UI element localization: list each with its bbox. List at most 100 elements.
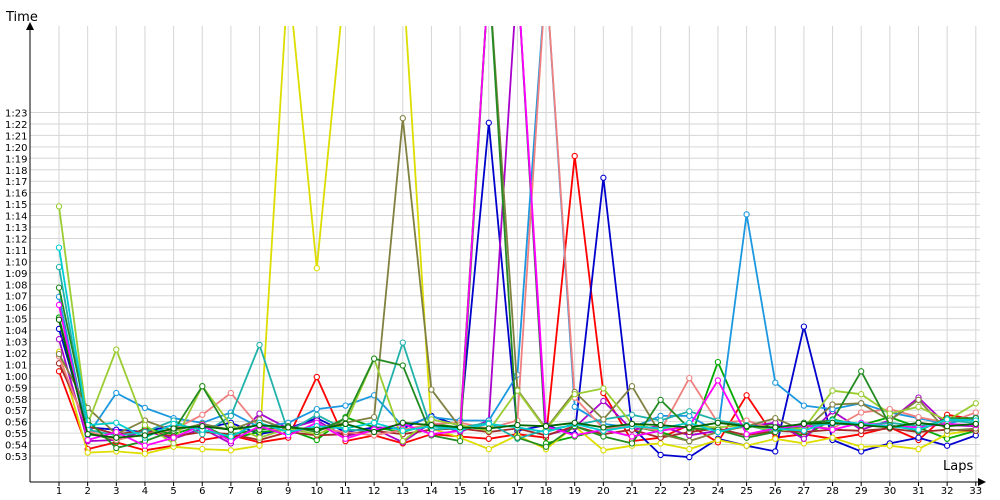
y-tick-label: 1:19 — [5, 154, 27, 165]
data-point — [943, 423, 951, 430]
data-point — [199, 436, 206, 444]
x-tick-label: 28 — [826, 486, 839, 497]
x-tick-label: 31 — [912, 486, 925, 497]
data-point — [915, 403, 922, 410]
y-tick-label: 1:00 — [5, 372, 27, 383]
data-point — [858, 409, 865, 416]
data-point — [628, 411, 636, 418]
x-tick-label: 13 — [396, 486, 409, 497]
data-point — [829, 434, 836, 441]
y-tick-label: 1:06 — [5, 303, 27, 314]
data-point — [456, 437, 464, 445]
data-point — [600, 397, 607, 405]
data-point — [399, 362, 406, 369]
data-point — [55, 203, 63, 210]
x-tick-label: 1 — [56, 486, 62, 497]
data-point — [628, 420, 636, 428]
x-tick-label: 22 — [654, 486, 667, 497]
data-point — [800, 323, 808, 330]
data-point — [686, 437, 693, 445]
data-point — [600, 447, 607, 454]
data-point — [313, 265, 320, 272]
data-point — [485, 435, 492, 442]
data-point — [256, 341, 263, 349]
data-point — [370, 428, 378, 436]
series-line — [58, 26, 976, 447]
y-tick-label: 1:03 — [5, 338, 27, 349]
data-point — [943, 416, 951, 423]
data-point — [571, 419, 578, 426]
data-point — [55, 336, 63, 343]
data-point — [886, 424, 893, 431]
data-point — [686, 408, 693, 415]
x-tick-label: 2 — [84, 486, 90, 497]
x-tick-label: 26 — [769, 486, 782, 497]
x-tick-labels: 1 2 3 4 5 6 7 8 9 10 11 12 13 14 15 16 17 18 19 20 21 22 23 24 2… — [56, 486, 982, 497]
y-tick-label: 1:20 — [5, 143, 27, 154]
y-tick-label: 1:05 — [5, 315, 27, 326]
x-tick-label: 3 — [113, 486, 119, 497]
x-tick-label: 29 — [855, 486, 868, 497]
data-point — [829, 419, 836, 426]
y-tick-label: 1:10 — [5, 257, 27, 268]
data-point — [714, 428, 722, 436]
data-point — [399, 437, 406, 445]
y-tick-label: 0:58 — [5, 395, 27, 406]
data-point — [141, 421, 149, 429]
y-tick-label: 1:18 — [5, 166, 27, 177]
y-tick-label: 1:13 — [5, 223, 27, 234]
data-point — [370, 413, 378, 421]
x-tick-label: 10 — [310, 486, 323, 497]
data-point — [943, 442, 951, 449]
data-point — [915, 434, 922, 441]
data-point — [915, 413, 922, 421]
data-point — [485, 425, 492, 432]
data-point — [915, 396, 922, 404]
data-point — [772, 415, 779, 422]
y-tick-label: 0:54 — [5, 441, 27, 452]
data-point — [514, 387, 521, 394]
data-point — [686, 453, 693, 461]
data-point — [199, 383, 206, 390]
data-point — [256, 421, 263, 429]
data-point — [399, 339, 406, 346]
data-point — [600, 416, 607, 423]
x-tick-label: 33 — [969, 486, 982, 497]
data-point — [227, 389, 235, 397]
series-15 — [55, 316, 979, 441]
data-point — [55, 350, 63, 358]
axes — [26, 22, 986, 486]
data-point — [170, 425, 177, 432]
y-tick-label: 0:56 — [5, 418, 27, 429]
x-tick-label: 23 — [683, 486, 696, 497]
x-tick-label: 16 — [482, 486, 495, 497]
data-point — [743, 211, 750, 218]
data-point — [571, 391, 578, 398]
y-tick-label: 1:11 — [5, 246, 27, 257]
data-point — [428, 416, 435, 423]
x-tick-label: 6 — [199, 486, 205, 497]
data-point — [141, 442, 149, 449]
data-point — [657, 396, 664, 404]
x-tick-label: 7 — [228, 486, 234, 497]
y-tick-labels: 0:530:540:550:560:570:580:591:001:011:02… — [5, 109, 27, 464]
data-point — [370, 419, 378, 426]
data-point — [800, 435, 808, 442]
y-tick-label: 1:08 — [5, 280, 27, 291]
data-point — [743, 442, 750, 449]
data-point — [55, 316, 63, 323]
data-point — [829, 426, 836, 433]
data-point — [772, 379, 779, 386]
data-point — [428, 431, 435, 438]
data-point — [858, 368, 865, 375]
data-point — [170, 434, 177, 441]
data-point — [858, 421, 865, 429]
data-point — [743, 423, 750, 430]
y-tick-label: 1:23 — [5, 109, 27, 120]
data-point — [113, 444, 120, 452]
x-tick-label: 20 — [597, 486, 610, 497]
data-point — [55, 244, 63, 251]
data-point — [686, 445, 693, 453]
y-tick-label: 0:59 — [5, 383, 27, 394]
